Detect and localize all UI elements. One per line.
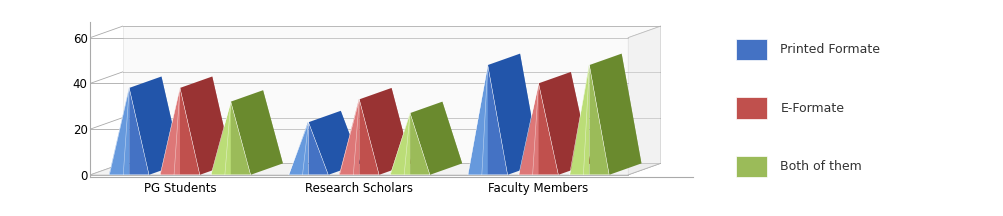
Text: Both of them: Both of them (779, 160, 862, 173)
Polygon shape (193, 76, 232, 163)
Polygon shape (359, 99, 379, 175)
Polygon shape (231, 90, 283, 175)
Polygon shape (390, 113, 409, 175)
Polygon shape (628, 26, 660, 175)
Polygon shape (519, 83, 538, 175)
Polygon shape (589, 65, 609, 175)
Polygon shape (141, 76, 182, 163)
Polygon shape (180, 76, 232, 175)
Polygon shape (467, 65, 487, 175)
Polygon shape (129, 76, 182, 175)
Polygon shape (160, 88, 180, 175)
Polygon shape (589, 54, 641, 175)
Text: E-Formate: E-Formate (779, 102, 844, 114)
Polygon shape (538, 83, 558, 175)
Polygon shape (243, 90, 283, 163)
Bar (735, 156, 766, 177)
Polygon shape (308, 111, 360, 175)
Bar (735, 97, 766, 119)
Polygon shape (359, 88, 411, 175)
Polygon shape (231, 102, 251, 175)
Polygon shape (601, 54, 641, 163)
Polygon shape (129, 88, 148, 175)
Polygon shape (409, 102, 461, 175)
Polygon shape (289, 122, 308, 175)
Polygon shape (321, 111, 360, 163)
Polygon shape (538, 72, 590, 175)
Polygon shape (487, 65, 508, 175)
Polygon shape (551, 72, 590, 163)
Bar (735, 39, 766, 60)
Polygon shape (308, 122, 328, 175)
Polygon shape (409, 113, 429, 175)
Polygon shape (109, 88, 129, 175)
Polygon shape (499, 54, 540, 163)
Polygon shape (371, 88, 411, 163)
Polygon shape (180, 88, 200, 175)
Polygon shape (339, 99, 359, 175)
Polygon shape (487, 54, 540, 175)
Polygon shape (422, 102, 461, 163)
Text: Printed Formate: Printed Formate (779, 43, 880, 56)
Polygon shape (569, 65, 589, 175)
Polygon shape (122, 26, 660, 163)
Polygon shape (211, 102, 231, 175)
Polygon shape (90, 163, 660, 175)
